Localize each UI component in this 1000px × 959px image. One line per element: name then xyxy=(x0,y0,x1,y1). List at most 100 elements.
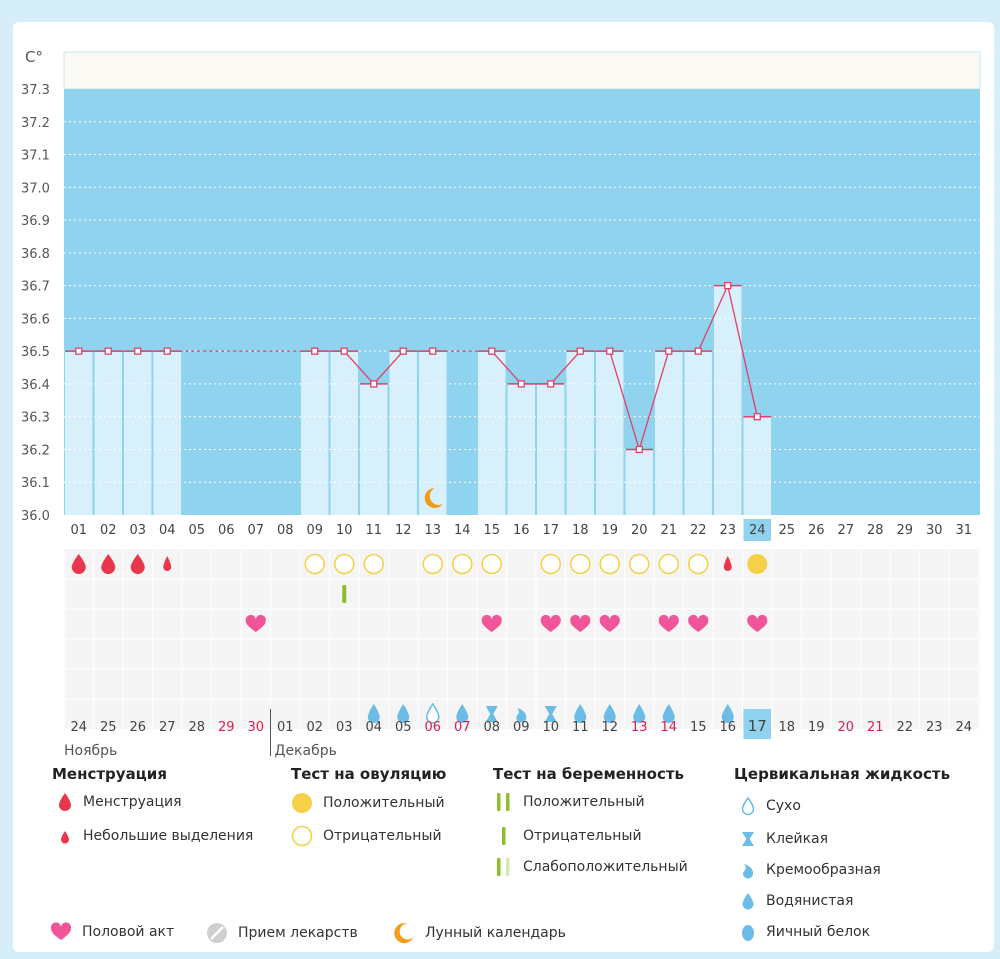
temperature-point xyxy=(163,347,171,355)
ovulation-negative-icon xyxy=(363,553,384,575)
temperature-line xyxy=(373,350,404,385)
legend-lunar-label: Лунный календарь xyxy=(425,925,566,941)
creamy-icon xyxy=(516,708,527,723)
cycle-day-label: 14 xyxy=(454,523,471,538)
date-label: 24 xyxy=(70,720,87,735)
heart-icon xyxy=(245,614,266,632)
temperature-point xyxy=(340,347,348,355)
heart-icon xyxy=(50,922,72,940)
date-label: 20 xyxy=(837,720,854,735)
y-tick-label: 37.3 xyxy=(21,83,50,98)
temperature-bar xyxy=(743,416,771,515)
date-label: 02 xyxy=(306,720,323,735)
ovulation-positive-icon xyxy=(747,554,768,574)
pregnancy-positive-icon xyxy=(497,793,510,811)
bbt-chart: 37.3 37.2 37.1 37.0 36.9 36.8 36.7 36.6 36.5 36.4… xyxy=(21,48,981,759)
y-tick-label: 36.9 xyxy=(21,214,50,229)
heart-icon xyxy=(688,614,709,632)
temperature-bar xyxy=(655,351,683,515)
legend-intercourse-item: Половой акт xyxy=(50,922,174,942)
legend-medication-item: Прием лекарств xyxy=(206,922,358,944)
pregnancy-negative-icon xyxy=(342,585,347,603)
legend-pregnancy-weak-item: Слабоположительный xyxy=(495,857,688,877)
legend-pregnancy-negative-label: Отрицательный xyxy=(523,828,642,844)
legend-pregnancy-title: Тест на беременность xyxy=(493,765,685,783)
cycle-day-label: 08 xyxy=(277,523,294,538)
legend-pregnancy-weak-label: Слабоположительный xyxy=(523,859,688,875)
temperature-point xyxy=(134,347,142,355)
dry-drop-icon xyxy=(741,796,755,816)
date-label: 09 xyxy=(513,720,530,735)
date-label: 24 xyxy=(955,720,972,735)
legend-cervical-watery-item: Водянистая xyxy=(740,891,853,911)
temperature-point xyxy=(370,380,378,388)
month-label: Ноябрь xyxy=(64,743,117,759)
cycle-day-label: 05 xyxy=(188,523,205,538)
date-label: 17 xyxy=(748,717,767,735)
y-tick-label: 36.1 xyxy=(21,476,50,491)
temperature-bar xyxy=(684,351,712,515)
y-tick-label: 36.6 xyxy=(21,312,50,327)
watery-drop-icon xyxy=(397,704,410,723)
cycle-day-label: 28 xyxy=(867,523,884,538)
legend-menstruation-title: Менструация xyxy=(52,765,167,783)
pregnancy-weak-positive-icon xyxy=(497,858,510,876)
temperature-line xyxy=(727,285,758,417)
cycle-day-label: 31 xyxy=(955,523,972,538)
cycle-day-label: 02 xyxy=(100,523,117,538)
temperature-bar xyxy=(478,351,506,515)
legend-ovulation-negative-item: Отрицательный xyxy=(291,825,442,847)
ovulation-negative-icon xyxy=(629,553,650,575)
legend-cervical-dry-item: Сухо xyxy=(740,796,801,816)
temperature-point xyxy=(104,347,112,355)
blood-drop-icon xyxy=(130,554,145,574)
temperature-bar xyxy=(566,351,594,515)
date-label: 12 xyxy=(601,720,618,735)
temperature-line xyxy=(638,350,670,450)
y-tick-label: 37.2 xyxy=(21,116,50,131)
date-label: 07 xyxy=(454,720,471,735)
y-tick-label: 36.3 xyxy=(21,411,50,426)
temperature-point xyxy=(635,445,643,454)
legend-ovulation-title: Тест на овуляцию xyxy=(291,765,447,783)
sticky-icon xyxy=(544,706,557,722)
pill-icon xyxy=(207,923,227,943)
legend-spotting-label: Небольшие выделения xyxy=(83,828,254,844)
creamy-icon xyxy=(742,864,754,879)
cycle-day-label: 21 xyxy=(660,523,677,538)
date-label: 21 xyxy=(867,720,884,735)
sticky-icon xyxy=(485,706,498,722)
legend-cervical-eggwhite-item: Яичный белок xyxy=(740,922,870,942)
cycle-day-label: 24 xyxy=(749,523,766,538)
date-label: 18 xyxy=(778,720,795,735)
cycle-day-label: 12 xyxy=(395,523,412,538)
ovulation-negative-icon xyxy=(599,553,620,575)
date-label: 29 xyxy=(218,720,235,735)
legend-pregnancy-positive-label: Положительный xyxy=(523,794,645,810)
cycle-day-label: 30 xyxy=(926,523,943,538)
date-label: 22 xyxy=(896,720,913,735)
ovulation-negative-icon xyxy=(570,553,591,575)
temperature-point xyxy=(75,347,83,355)
heart-icon xyxy=(658,614,679,632)
temperature-point xyxy=(311,347,319,355)
cycle-day-label: 18 xyxy=(572,523,589,538)
legend-pregnancy-positive-item: Положительный xyxy=(495,792,645,812)
temperature-point xyxy=(753,413,761,421)
date-label: 16 xyxy=(719,720,736,735)
temperature-line xyxy=(697,285,729,352)
legend-menstruation-item: Менструация xyxy=(57,792,182,812)
legend-cervical-creamy-label: Кремообразная xyxy=(766,862,881,878)
blood-drop-icon xyxy=(71,554,86,574)
sticky-icon xyxy=(742,832,754,846)
watery-drop-icon xyxy=(367,704,380,723)
ovulation-negative-icon xyxy=(334,553,355,575)
temperature-point xyxy=(429,347,437,355)
temperature-bar xyxy=(714,285,742,515)
temperature-bar xyxy=(124,351,152,515)
y-tick-label: 36.2 xyxy=(21,443,50,458)
temperature-bar xyxy=(153,351,181,515)
legend-intercourse-label: Половой акт xyxy=(82,924,175,940)
date-label: 05 xyxy=(395,720,412,735)
watery-drop-icon xyxy=(574,704,587,723)
